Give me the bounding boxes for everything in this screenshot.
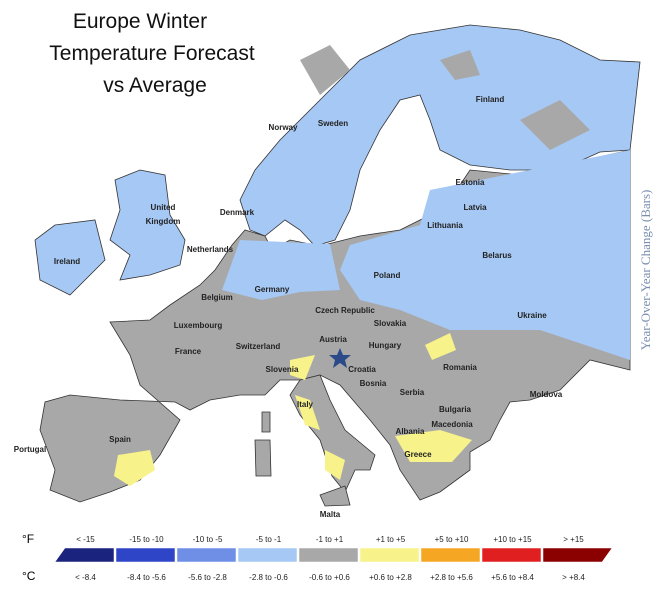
country-label: Poland bbox=[374, 271, 401, 280]
country-label: Norway bbox=[269, 123, 298, 132]
legend-c-label: -5.6 to -2.8 bbox=[188, 573, 227, 582]
country-label: Greece bbox=[404, 450, 432, 459]
country-labels: Finland Norway Sweden Estonia Latvia Lit… bbox=[14, 95, 563, 519]
country-label: Belgium bbox=[201, 293, 233, 302]
country-label: Austria bbox=[319, 335, 347, 344]
legend-swatch bbox=[237, 547, 298, 563]
legend-f-label: -5 to -1 bbox=[256, 535, 282, 544]
country-label: Albania bbox=[396, 427, 425, 436]
legend-unit: °C bbox=[22, 569, 36, 583]
legend-swatch bbox=[481, 547, 542, 563]
legend-c-label: +0.6 to +2.8 bbox=[369, 573, 412, 582]
country-label: Moldova bbox=[530, 390, 563, 399]
legend-swatch bbox=[115, 547, 176, 563]
legend-swatch bbox=[298, 547, 359, 563]
country-label: Serbia bbox=[400, 388, 425, 397]
legend-c-label: +2.8 to +5.6 bbox=[430, 573, 473, 582]
legend-f-label: +10 to +15 bbox=[493, 535, 532, 544]
legend-f-label: > +15 bbox=[563, 535, 584, 544]
country-label: Denmark bbox=[220, 208, 255, 217]
country-label: Estonia bbox=[456, 178, 485, 187]
country-label: Romania bbox=[443, 363, 477, 372]
legend-c-label: < -8.4 bbox=[75, 573, 96, 582]
country-label: Netherlands bbox=[187, 245, 234, 254]
country-label: Spain bbox=[109, 435, 131, 444]
country-label: Macedonia bbox=[431, 420, 473, 429]
legend-f-label: +5 to +10 bbox=[435, 535, 469, 544]
legend-f-label: -10 to -5 bbox=[193, 535, 223, 544]
star bbox=[329, 348, 351, 368]
legend-swatch bbox=[420, 547, 481, 563]
legend-f-label: < -15 bbox=[76, 535, 95, 544]
title: vs Average bbox=[103, 74, 207, 97]
country-label: Sweden bbox=[318, 119, 348, 128]
country-label: Ireland bbox=[54, 257, 80, 266]
title: Temperature Forecast bbox=[49, 42, 255, 65]
country-label: Italy bbox=[297, 400, 314, 409]
country-label: Belarus bbox=[482, 251, 512, 260]
country-label: Finland bbox=[476, 95, 505, 104]
legend-c-label: +5.6 to +8.4 bbox=[491, 573, 534, 582]
country-label: Luxembourg bbox=[174, 321, 223, 330]
country-label: United bbox=[151, 203, 176, 212]
country-label: Kingdom bbox=[146, 217, 181, 226]
country-label: France bbox=[175, 347, 202, 356]
legend-c-label: -8.4 to -5.6 bbox=[127, 573, 166, 582]
legend-f-label: -1 to +1 bbox=[316, 535, 344, 544]
legend-c-label: -0.6 to +0.6 bbox=[309, 573, 350, 582]
country-label: Germany bbox=[255, 285, 290, 294]
legend-unit: °F bbox=[22, 532, 34, 546]
country-label: Lithuania bbox=[427, 221, 463, 230]
country-label: Switzerland bbox=[236, 342, 281, 351]
country-label: Czech Republic bbox=[315, 306, 375, 315]
land bbox=[34, 24, 641, 507]
country-label: Malta bbox=[320, 510, 341, 519]
legend-swatch bbox=[54, 547, 115, 563]
legend-swatch bbox=[359, 547, 420, 563]
country-label: Slovakia bbox=[374, 319, 407, 328]
country-label: Hungary bbox=[369, 341, 402, 350]
legend-c-label: -2.8 to -0.6 bbox=[249, 573, 288, 582]
legend-swatch bbox=[542, 547, 613, 563]
legend-f-label: +1 to +5 bbox=[376, 535, 406, 544]
legend-f-label: -15 to -10 bbox=[129, 535, 164, 544]
side-label: Year-Over-Year Change (Bars) bbox=[638, 190, 653, 351]
title: Europe Winter bbox=[73, 10, 207, 33]
country-label: Portugal bbox=[14, 445, 46, 454]
legend: °F °C < -15 < -8.4 -15 to -10 -8.4 to -5.6 -… bbox=[22, 532, 613, 583]
country-label: Latvia bbox=[463, 203, 487, 212]
country-label: Slovenia bbox=[266, 365, 299, 374]
country-label: Ukraine bbox=[517, 311, 547, 320]
legend-c-label: > +8.4 bbox=[562, 573, 585, 582]
country-label: Bulgaria bbox=[439, 405, 472, 414]
country-label: Croatia bbox=[348, 365, 376, 374]
legend-swatch bbox=[176, 547, 237, 563]
country-label: United Kingdom bbox=[146, 203, 181, 226]
country-label: Bosnia bbox=[360, 379, 387, 388]
